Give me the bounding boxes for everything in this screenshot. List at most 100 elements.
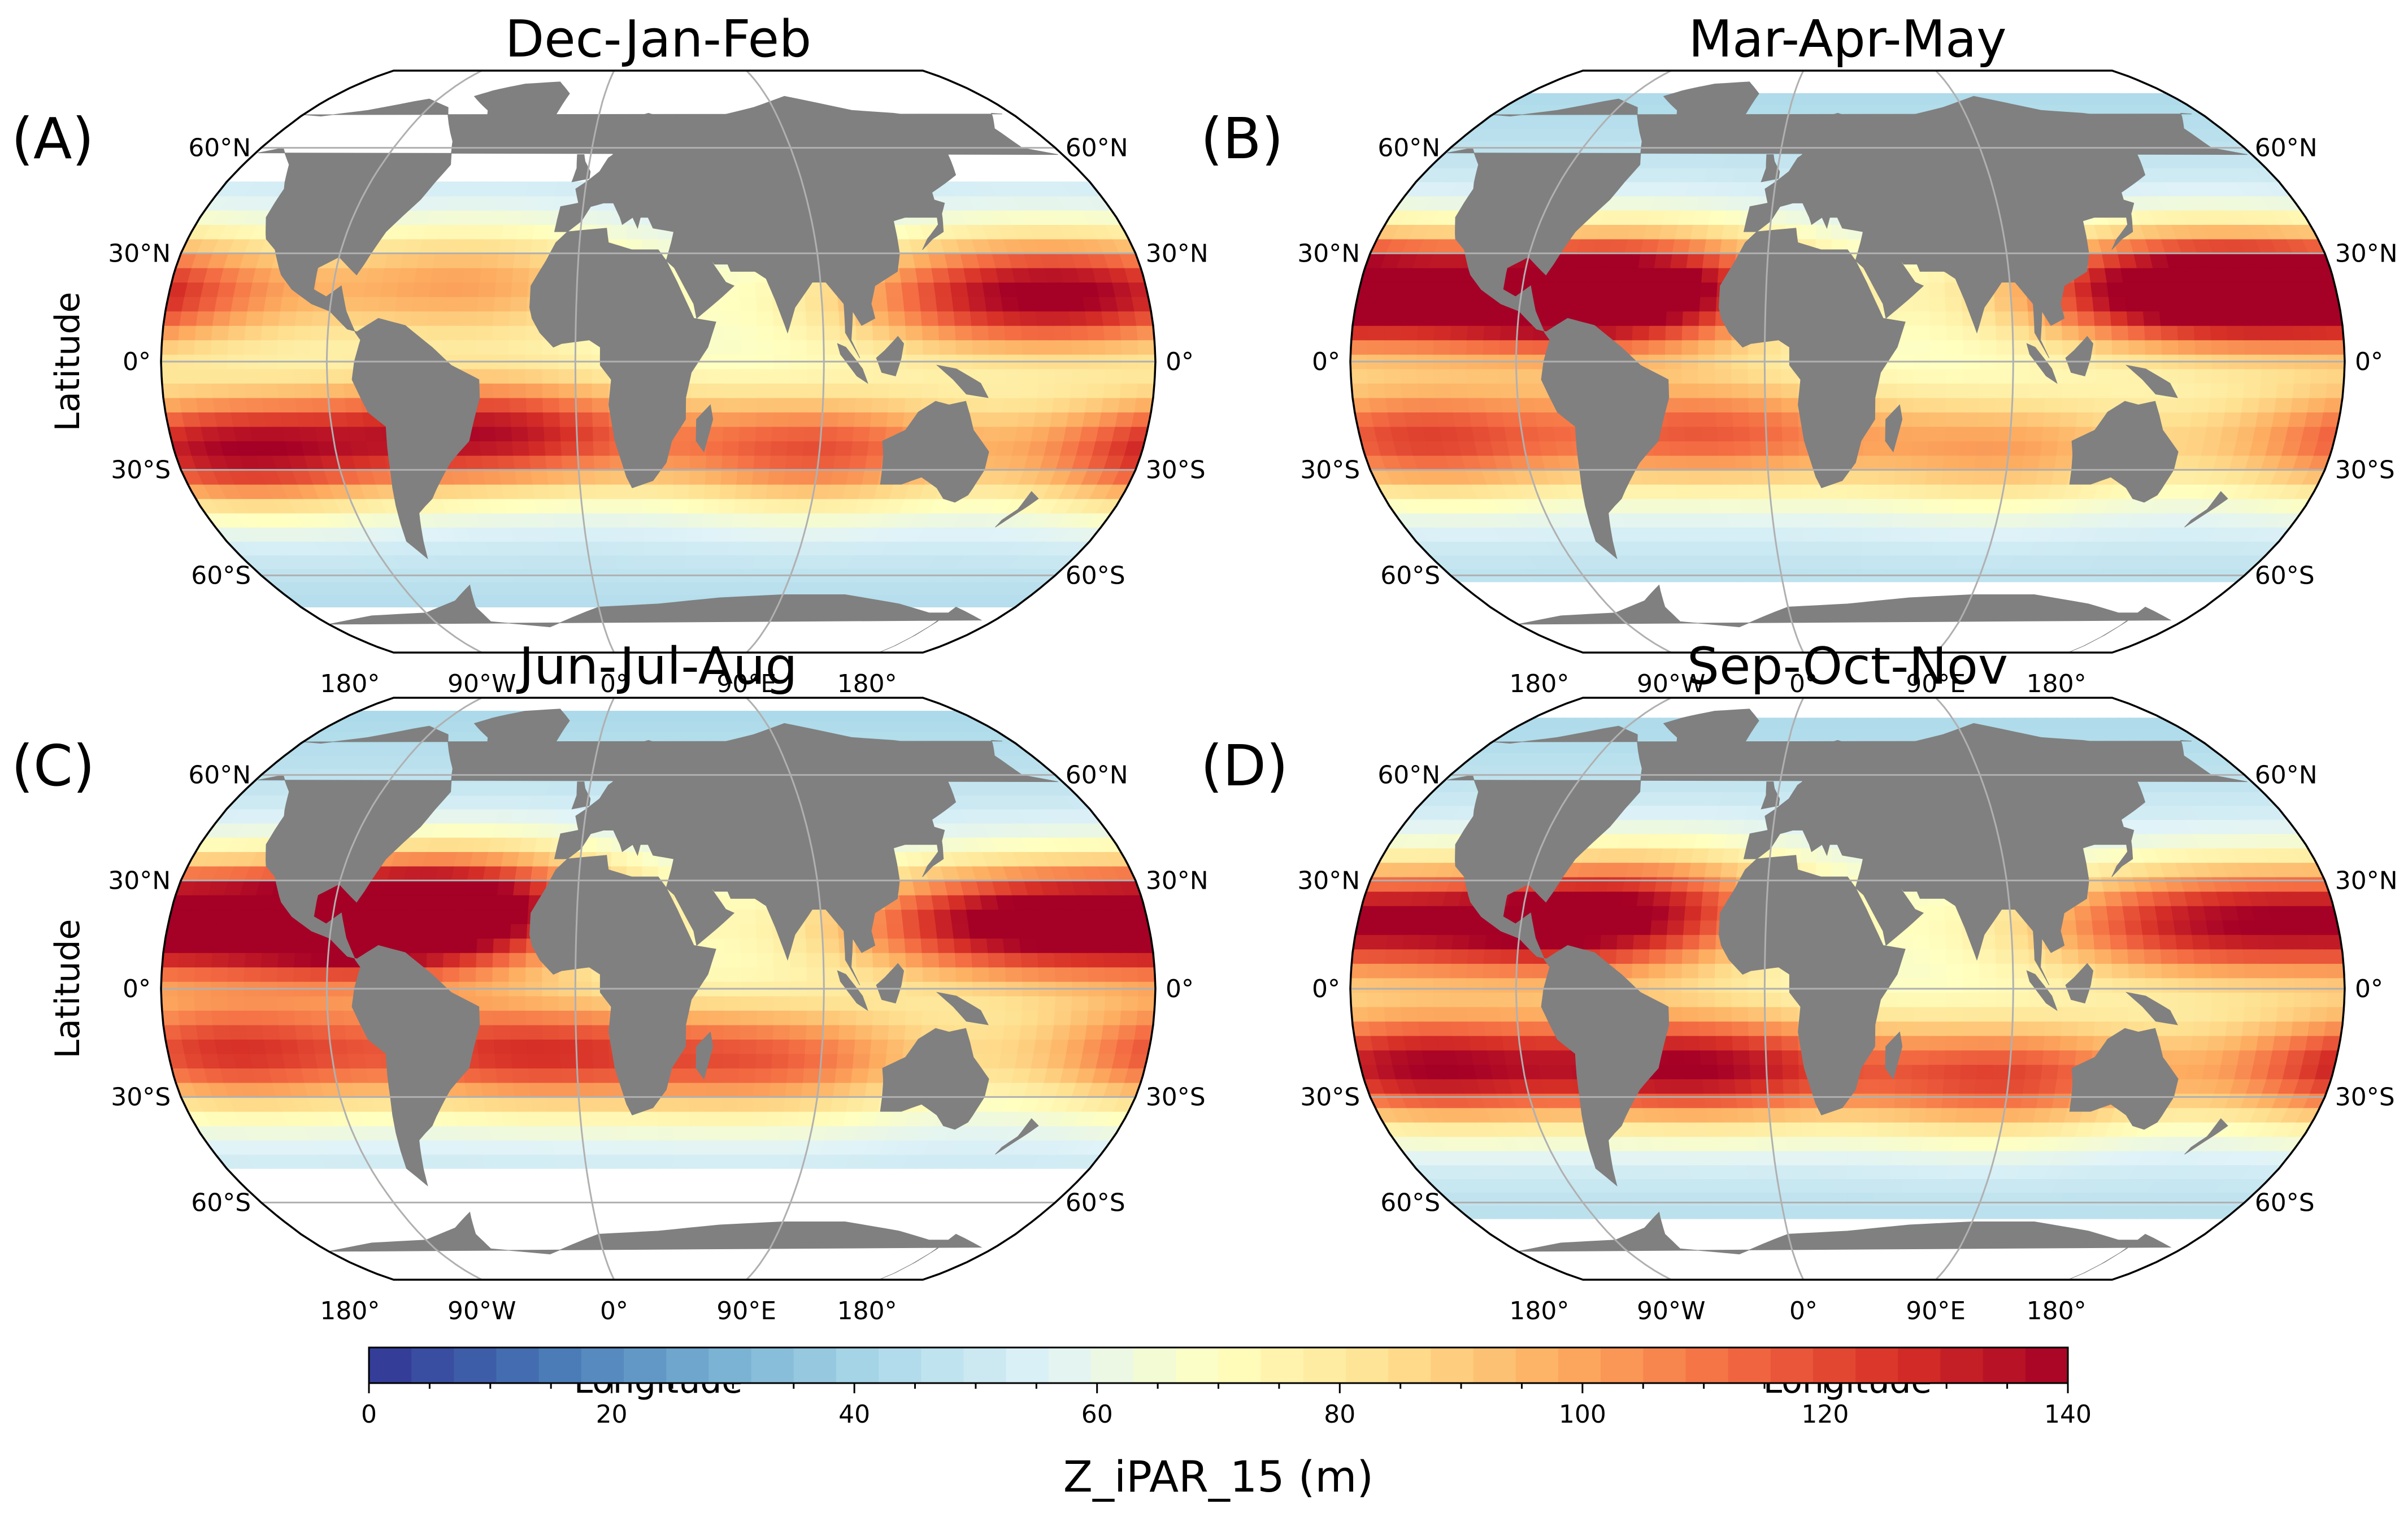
lat-label-left: 60°N — [1377, 134, 1440, 163]
lon-label: 0° — [600, 670, 628, 698]
land-madagascar — [1885, 404, 1903, 453]
lat-label-left: 30°S — [1300, 456, 1360, 485]
colorbar-segment — [666, 1348, 710, 1383]
lon-label: 90°W — [447, 670, 516, 698]
panel-title: Mar-Apr-May — [1688, 10, 2006, 69]
land-japan — [922, 826, 945, 877]
land-australia — [2069, 401, 2179, 503]
lat-label-right: 30°S — [2335, 456, 2395, 485]
colorbar-segment — [1601, 1348, 1644, 1383]
lon-label: 180° — [837, 670, 897, 698]
colorbar-segment — [369, 1348, 412, 1383]
land-new-zealand — [2184, 491, 2228, 528]
colorbar-segment — [496, 1348, 540, 1383]
lon-label: 180° — [2027, 670, 2087, 698]
colorbar-segment — [1303, 1348, 1346, 1383]
colorbar-segment — [1898, 1348, 1941, 1383]
lat-label-left: 30°S — [111, 1083, 171, 1112]
colorbar-segment — [1006, 1348, 1049, 1383]
land-uk — [571, 154, 591, 182]
lon-label: 180° — [2027, 1297, 2087, 1325]
colorbar-tick-label: 0 — [361, 1400, 377, 1429]
land-greenland — [473, 708, 570, 776]
lon-label: 90°W — [447, 1297, 516, 1325]
panel-letter: (C) — [11, 733, 95, 799]
colorbar-segment — [411, 1348, 455, 1383]
map-outline — [160, 69, 1157, 654]
colorbar-tick-label: 60 — [1081, 1400, 1113, 1429]
lat-label-left: 30°N — [1297, 239, 1360, 268]
land-antarctica — [1518, 1211, 2172, 1280]
lat-label-left: 30°N — [108, 239, 171, 268]
colorbar-segment — [1770, 1348, 1814, 1383]
colorbar: 0 20 40 60 80 100 120 140 Z_iPAR_15 (m) — [361, 1346, 2092, 1502]
land-sumatra — [837, 970, 868, 1011]
land-sumatra — [837, 343, 868, 384]
graticule — [1350, 698, 2345, 1280]
lat-label-left: 30°N — [108, 866, 171, 895]
land-new-guinea — [936, 364, 989, 398]
colorbar-segment — [1090, 1348, 1134, 1383]
lon-label: 90°E — [716, 1297, 776, 1325]
colorbar-segment — [1558, 1348, 1601, 1383]
land-greenland — [473, 81, 570, 149]
colorbar-segment — [1812, 1348, 1856, 1383]
colorbar-segment — [1260, 1348, 1304, 1383]
land-new-zealand — [995, 1118, 1039, 1155]
land-australia — [2069, 1028, 2179, 1130]
colorbar-segment — [1643, 1348, 1687, 1383]
colorbar-segment — [454, 1348, 497, 1383]
land-eurasia — [1743, 723, 2168, 985]
colorbar-segment — [1855, 1348, 1899, 1383]
panel-letter: (D) — [1201, 733, 1288, 799]
lon-label: 180° — [320, 1297, 380, 1325]
land-new-guinea — [2125, 992, 2178, 1025]
land-south-america — [1541, 945, 1670, 1186]
land-borneo — [876, 963, 905, 1004]
land-borneo — [2065, 336, 2094, 377]
map-panel-d: Sep-Oct-Nov (D) 60°N 60°N 30°N 30°N 0° 0° 30°S 30… — [1201, 637, 2398, 1401]
land-greenland — [1663, 708, 1759, 776]
land-borneo — [2065, 963, 2094, 1004]
panel-letter: (B) — [1201, 106, 1284, 172]
map-outline — [1349, 697, 2346, 1281]
graticule — [1350, 71, 2345, 653]
lat-label-right: 60°S — [2255, 1188, 2315, 1217]
land-sumatra — [2026, 970, 2058, 1011]
panel-title: Sep-Oct-Nov — [1687, 637, 2008, 696]
colorbar-segment — [751, 1348, 794, 1383]
colorbar-segment — [1728, 1348, 1771, 1383]
colorbar-segment — [2025, 1348, 2068, 1383]
lon-label: 180° — [320, 670, 380, 698]
panel-title: Dec-Jan-Feb — [505, 10, 811, 69]
lon-label: 0° — [1789, 670, 1818, 698]
lat-label-left: 60°S — [191, 561, 251, 590]
land-masses — [1447, 708, 2248, 1280]
land-madagascar — [696, 404, 714, 453]
land-madagascar — [696, 1031, 714, 1080]
colorbar-label: Z_iPAR_15 (m) — [1063, 1451, 1373, 1502]
land-south-america — [1541, 318, 1670, 559]
lat-label-right: 60°S — [1066, 561, 1125, 590]
land-new-guinea — [936, 992, 989, 1025]
colorbar-segment — [921, 1348, 964, 1383]
colorbar-tick-label: 20 — [596, 1400, 628, 1429]
map-outline — [1349, 69, 2346, 654]
graticule — [161, 698, 1155, 1280]
lat-label-right: 60°N — [1066, 761, 1128, 790]
colorbar-segment — [836, 1348, 879, 1383]
colorbar-segment — [1685, 1348, 1729, 1383]
y-axis-label: Latitude — [48, 919, 88, 1059]
lon-label: 90°W — [1637, 1297, 1706, 1325]
land-masses — [1447, 81, 2248, 653]
lon-label: 90°E — [1906, 1297, 1966, 1325]
panel-title: Jun-Jul-Aug — [516, 637, 798, 696]
lat-label-left: 0° — [1312, 975, 1340, 1003]
lat-label-left: 60°N — [188, 761, 251, 790]
colorbar-tick-label: 120 — [1801, 1400, 1849, 1429]
lat-label-right: 60°S — [1066, 1188, 1125, 1217]
lon-label: 90°E — [716, 670, 776, 698]
colorbar-tick-label: 140 — [2044, 1400, 2092, 1429]
colorbar-segment — [963, 1348, 1007, 1383]
colorbar-segment — [709, 1348, 752, 1383]
